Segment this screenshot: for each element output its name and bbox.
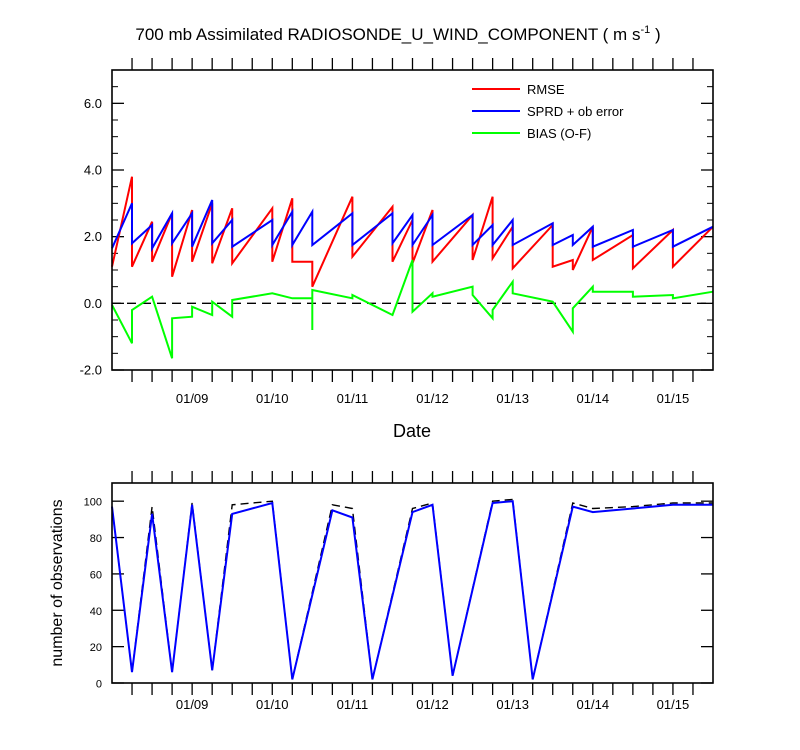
x-tick-label: 01/13 — [496, 697, 529, 712]
legend-sprd-label: SPRD + ob error — [527, 104, 624, 119]
x-tick-label: 01/09 — [176, 697, 209, 712]
x-tick-label: 01/11 — [337, 391, 369, 406]
x-tick-label: 01/14 — [577, 697, 610, 712]
bottom-chart-frame — [111, 482, 714, 684]
top-chart-series — [111, 176, 714, 359]
y-axis-label: number of observations — [49, 499, 66, 666]
y-tick-label: 6.0 — [84, 96, 102, 111]
x-tick-label: 01/10 — [256, 697, 289, 712]
x-tick-label: 01/09 — [176, 391, 209, 406]
y-tick-label: 2.0 — [84, 229, 102, 244]
x-tick-label: 01/12 — [416, 697, 449, 712]
series-line-sprd-ob-error — [111, 199, 714, 253]
y-tick-label: 0.0 — [84, 296, 102, 311]
y-tick-label: 0 — [96, 679, 102, 691]
top-chart-frame — [111, 69, 714, 371]
x-tick-label: 01/12 — [416, 391, 449, 406]
legend-bias-label: BIAS (O-F) — [527, 126, 591, 141]
y-tick-label: -2.0 — [80, 363, 102, 378]
legend: RMSE SPRD + ob error BIAS (O-F) — [472, 82, 624, 141]
x-axis-label: Date — [393, 421, 431, 441]
chart-title: 700 mb Assimilated RADIOSONDE_U_WIND_COM… — [135, 24, 660, 44]
y-tick-label: 80 — [90, 533, 102, 545]
series-line-bias-o-f- — [111, 259, 714, 359]
bottom-y-tick-labels: 0 20 40 60 80 100 — [84, 497, 102, 691]
top-x-tick-labels: 01/09 01/10 01/11 01/12 01/13 01/14 01/15 — [176, 391, 689, 406]
bottom-chart-ticks — [112, 471, 713, 695]
bottom-x-tick-labels: 01/09 01/10 01/11 01/12 01/13 01/14 01/15 — [176, 697, 689, 712]
y-tick-label: 4.0 — [84, 163, 102, 178]
bottom-chart-series — [111, 498, 713, 680]
y-tick-label: 60 — [90, 569, 102, 581]
series-line-observations-assimilated- — [111, 500, 713, 680]
x-tick-label: 01/11 — [337, 697, 369, 712]
x-tick-label: 01/15 — [657, 391, 690, 406]
y-tick-label: 20 — [90, 642, 102, 654]
x-tick-label: 01/15 — [657, 697, 690, 712]
y-tick-label: 40 — [90, 606, 102, 618]
top-y-tick-labels: -2.0 0.0 2.0 4.0 6.0 — [80, 96, 102, 378]
y-tick-label: 100 — [84, 497, 102, 509]
legend-rmse-label: RMSE — [527, 82, 565, 97]
x-tick-label: 01/14 — [577, 391, 610, 406]
rmse-spread-bias-chart: -2.00.02.04.06.0 01/09 01/10 01/11 01/12 01/… — [80, 58, 714, 441]
x-tick-label: 01/10 — [256, 391, 289, 406]
x-tick-label: 01/13 — [496, 391, 529, 406]
